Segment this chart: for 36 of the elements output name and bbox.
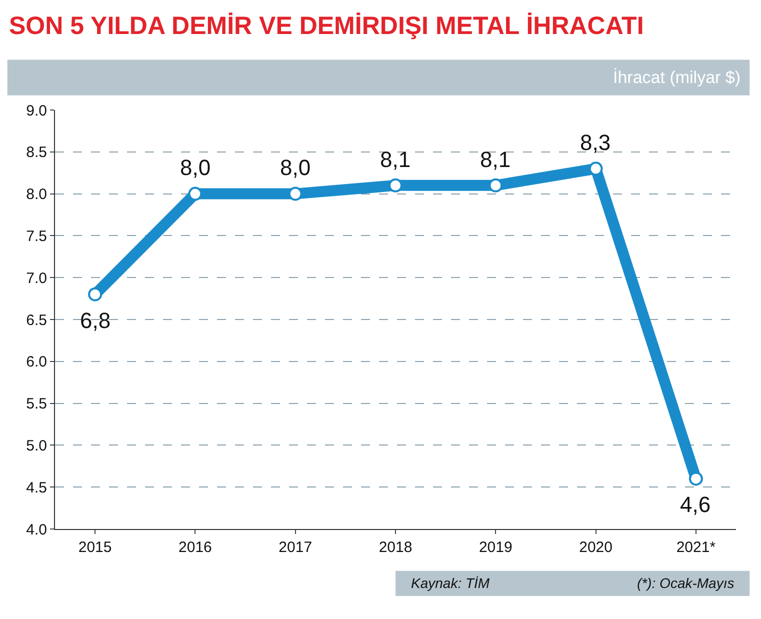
data-label: 8,0 (180, 155, 211, 180)
point (488, 178, 503, 192)
text: (*): Ocak-Mayıs (637, 575, 734, 591)
point (188, 186, 202, 201)
text: Kaynak: TİM (411, 575, 490, 591)
x-tick-label: 2020 (579, 539, 612, 556)
point (588, 162, 603, 176)
x-tick-label: 2016 (178, 539, 212, 556)
point (688, 472, 703, 486)
y-tick-label: 6.0 (26, 354, 47, 371)
data-label: 4,6 (680, 492, 711, 517)
y-tick-label: 4.5 (26, 479, 47, 496)
y-tick-label: 9.0 (26, 102, 47, 120)
x-tick-label: 2021* (676, 539, 716, 556)
y-tick-label: 6.5 (26, 312, 47, 329)
data-label: 8,1 (480, 147, 511, 172)
x-tick-label: 2018 (378, 539, 412, 556)
y-tick-label: 8.0 (26, 186, 47, 204)
point (388, 178, 402, 192)
x-tick-label: 2017 (278, 539, 312, 556)
x-tick-label: 2019 (478, 539, 512, 556)
y-tick-label: 5.0 (26, 437, 47, 454)
y-tick-label: 7.5 (26, 228, 47, 245)
x-tick-label: 2015 (78, 539, 112, 556)
data-label: 8,3 (580, 130, 611, 155)
point (288, 186, 302, 201)
chart-title: SON 5 YILDA DEMİR VE DEMİRDIŞI METAL İHRACATI (9, 12, 644, 40)
chart-subtitle: İhracat (milyar $) (613, 68, 741, 87)
y-tick-label: 5.5 (26, 396, 47, 413)
data-label: 6,8 (80, 308, 111, 333)
data-label: 8,1 (380, 147, 411, 172)
y-tick-label: 8.5 (26, 144, 47, 162)
y-tick-label: 7.0 (26, 270, 47, 287)
data-label: 8,0 (280, 155, 311, 180)
y-tick-label: 4.0 (26, 521, 47, 538)
point (88, 287, 102, 302)
